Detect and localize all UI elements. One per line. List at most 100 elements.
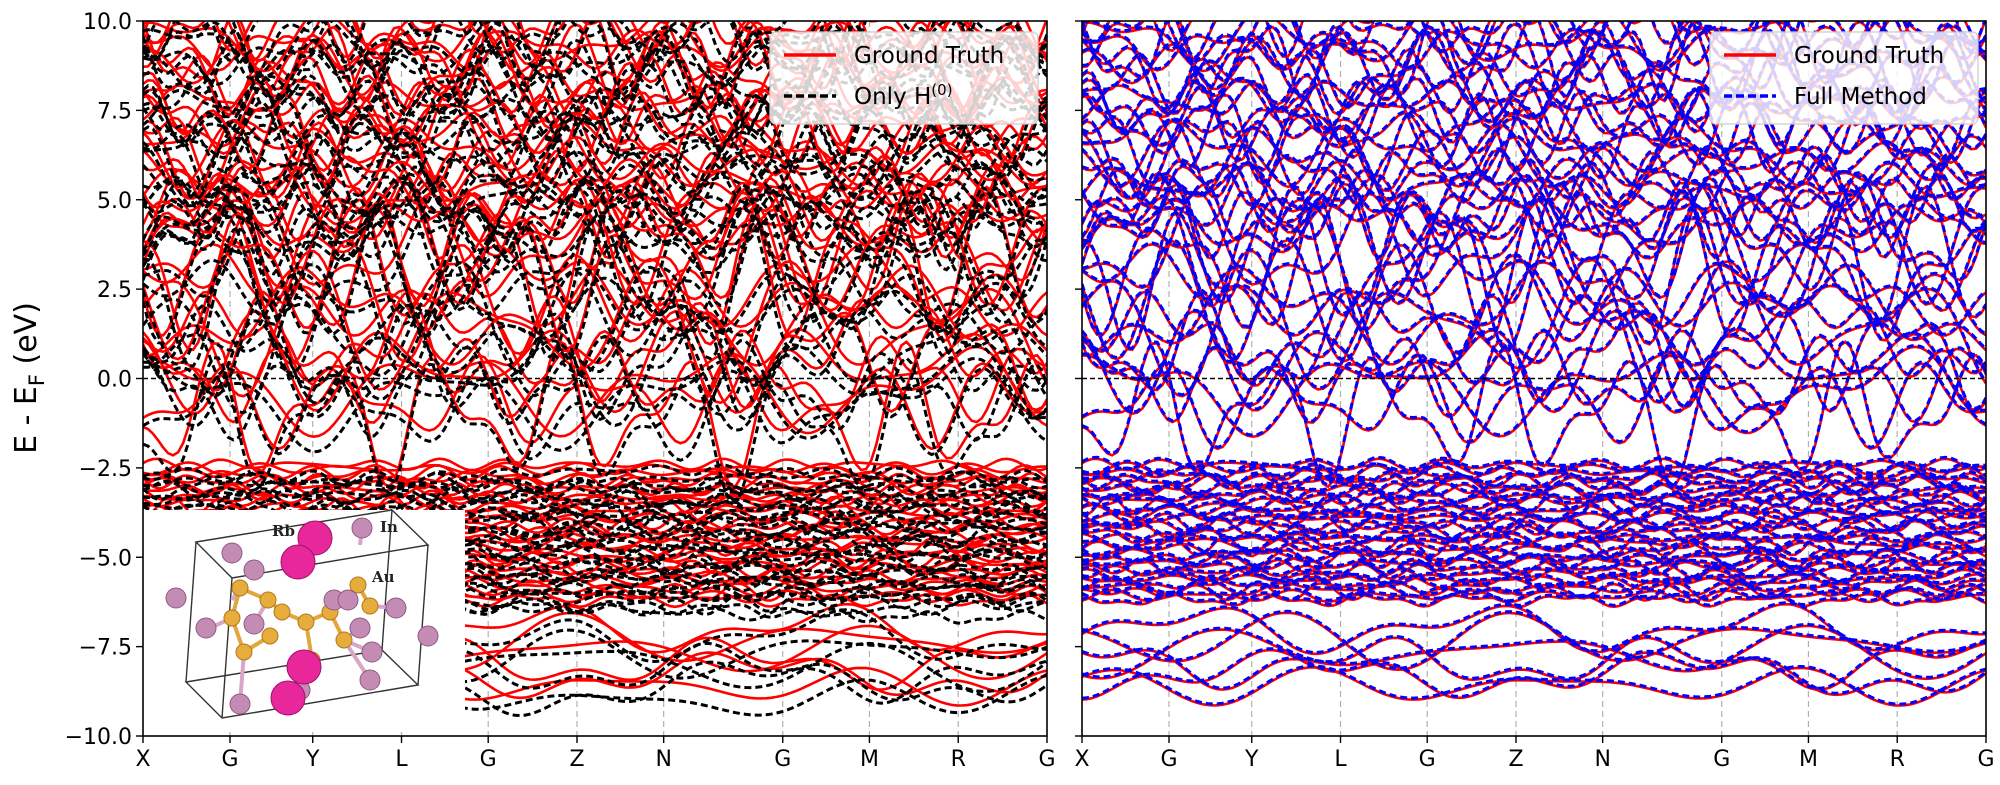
- left-band-ground-truth-44: [143, 309, 1047, 416]
- right-band-predicted-56: [1082, 195, 1986, 259]
- left-band-predicted-58: [143, 177, 1047, 270]
- right-band-predicted-37: [1082, 462, 1986, 481]
- left-band-ground-truth-32: [143, 483, 1047, 502]
- left-band-predicted-57: [143, 186, 1047, 278]
- left-band-ground-truth-38: [143, 461, 1047, 477]
- left-band-predicted-73: [143, 56, 1047, 132]
- right-band-predicted-69: [1082, 77, 1986, 154]
- legend-label-ground-truth: Ground Truth: [854, 43, 1004, 69]
- right-band-predicted-53: [1082, 188, 1986, 311]
- left-band-predicted-63: [143, 128, 1047, 225]
- right-band-predicted-48: [1082, 259, 1986, 366]
- left-band-ground-truth-34: [143, 473, 1047, 497]
- left-band-predicted-29: [143, 500, 1047, 534]
- x-tick-label: G: [774, 747, 791, 772]
- right-legend: Ground Truth Full Method: [1709, 31, 1979, 125]
- y-tick-label: −2.5: [79, 457, 132, 482]
- left-band-predicted-44: [143, 319, 1047, 432]
- x-tick-label: N: [655, 747, 671, 772]
- x-tick-label: G: [480, 747, 497, 772]
- right-band-predicted-11: [1082, 571, 1986, 585]
- right-band-predicted-66: [1082, 97, 1986, 185]
- right-band-predicted-38: [1082, 459, 1986, 475]
- left-band-predicted-77: [143, 35, 1047, 86]
- x-tick-label: R: [1890, 747, 1905, 772]
- inset-label-au: Au: [371, 568, 395, 586]
- x-tick-label: G: [1160, 747, 1177, 772]
- left-band-ground-truth-63: [143, 122, 1047, 214]
- left-band-ground-truth-65: [143, 116, 1047, 189]
- x-tick-label: M: [1799, 747, 1818, 772]
- legend-label-full-method: Full Method: [1794, 84, 1927, 110]
- left-band-ground-truth-46: [143, 290, 1047, 387]
- right-band-predicted-51: [1082, 197, 1986, 352]
- y-tick-label: −10.0: [65, 725, 132, 750]
- right-band-predicted-46: [1082, 288, 1986, 386]
- left-band-predicted-62: [143, 154, 1047, 225]
- right-band-predicted-40: [1082, 338, 1986, 488]
- left-band-predicted-39: [143, 463, 1047, 490]
- x-tick-label: Z: [569, 747, 584, 772]
- right-band-predicted-7: [1082, 586, 1986, 603]
- x-tick-label: L: [1334, 747, 1347, 772]
- right-band-predicted-22: [1082, 522, 1986, 544]
- right-band-predicted-44: [1082, 308, 1986, 414]
- y-tick-label: 10.0: [83, 10, 132, 35]
- right-band-predicted-39: [1082, 455, 1986, 471]
- x-tick-label: G: [1038, 747, 1055, 772]
- right-band-predicted-6: [1082, 590, 1986, 607]
- right-band-predicted-21: [1082, 531, 1986, 543]
- x-tick-label: G: [1713, 747, 1730, 772]
- right-band-predicted-58: [1082, 167, 1986, 252]
- inset-label-in: In: [380, 518, 398, 536]
- y-tick-label: 5.0: [97, 189, 132, 214]
- left-band-predicted-54: [143, 186, 1047, 326]
- right-band-predicted-41: [1082, 352, 1986, 450]
- right-band-predicted-18: [1082, 539, 1986, 560]
- y-tick-label: 2.5: [97, 278, 132, 303]
- right-band-predicted-49: [1082, 236, 1986, 364]
- left-band-predicted-33: [143, 487, 1047, 515]
- right-band-ground-truth-35: [1082, 471, 1986, 491]
- x-tick-label: N: [1594, 747, 1610, 772]
- right-band-predicted-52: [1082, 183, 1986, 342]
- right-band-predicted-1: [1082, 647, 1986, 700]
- left-band-predicted-56: [143, 204, 1047, 275]
- left-band-ground-truth-66: [143, 99, 1047, 186]
- left-band-predicted-32: [143, 488, 1047, 520]
- left-band-predicted-45: [143, 296, 1047, 422]
- x-tick-label: L: [395, 747, 408, 772]
- left-band-predicted-40: [143, 347, 1047, 505]
- y-tick-label: −7.5: [79, 636, 132, 661]
- right-band-predicted-63: [1082, 121, 1986, 213]
- left-band-predicted-60: [143, 158, 1047, 255]
- legend-label-ground-truth-right: Ground Truth: [1794, 43, 1944, 69]
- x-tick-label: X: [135, 747, 150, 772]
- left-band-predicted-24: [143, 522, 1047, 554]
- x-tick-label: Y: [1244, 747, 1259, 772]
- right-band-predicted-13: [1082, 561, 1986, 579]
- right-band-predicted-50: [1082, 241, 1986, 336]
- x-tick-label: Z: [1508, 747, 1523, 772]
- left-band-predicted-70: [143, 79, 1047, 165]
- left-band-predicted-46: [143, 301, 1047, 405]
- right-band-predicted-26: [1082, 509, 1986, 524]
- right-band-predicted-24: [1082, 515, 1986, 535]
- right-band-predicted-3: [1082, 622, 1986, 679]
- rb-atoms: [270, 520, 333, 716]
- left-y-ticks: −10.0 −7.5 −5.0 −2.5 0.0 2.5 5.0 7.5 10.0: [65, 10, 143, 750]
- left-band-predicted-64: [143, 125, 1047, 213]
- right-band-predicted-34: [1082, 471, 1986, 496]
- right-band-predicted-10: [1082, 574, 1986, 591]
- right-band-predicted-32: [1082, 481, 1986, 500]
- right-band-predicted-73: [1082, 47, 1986, 114]
- left-band-ground-truth-35: [143, 471, 1047, 491]
- left-band-ground-truth-68: [143, 84, 1047, 166]
- right-band-predicted-42: [1082, 343, 1986, 437]
- right-band-predicted-67: [1082, 91, 1986, 173]
- y-tick-label: 0.0: [97, 368, 132, 393]
- y-tick-label: −5.0: [79, 546, 132, 571]
- right-band-predicted-29: [1082, 493, 1986, 516]
- left-band-predicted-34: [143, 479, 1047, 514]
- left-band-ground-truth-51: [143, 198, 1047, 353]
